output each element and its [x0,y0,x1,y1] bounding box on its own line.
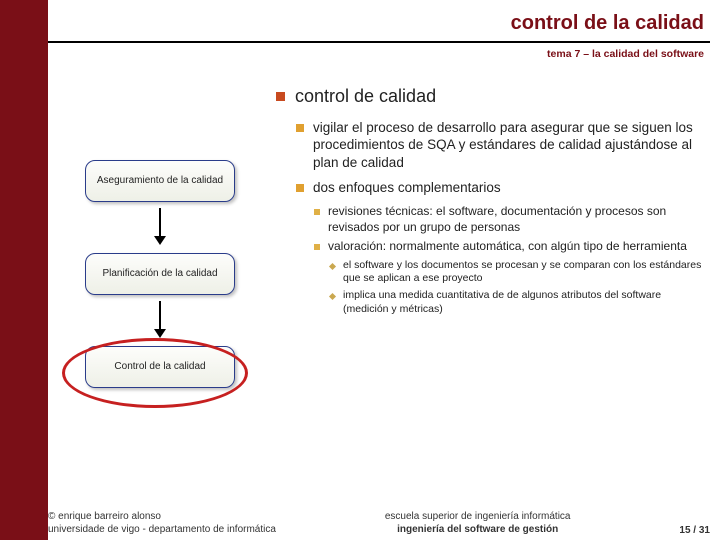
text-column: control de calidad vigilar el proceso de… [276,86,708,319]
flow-diagram: Aseguramiento de la calidad Planificació… [66,160,254,388]
bullet-square-icon [314,209,320,215]
bullet-square-icon [276,92,285,101]
sub-bullet-item: valoración: normalmente automática, con … [314,239,708,255]
program-line: ingeniería del software de gestión [385,524,571,537]
sub-bullet-item: revisiones técnicas: el software, docume… [314,204,708,235]
section-heading: control de calidad [276,86,708,107]
page-number: 15 / 31 [679,525,710,536]
title-rule [48,41,710,43]
highlight-circle [62,338,248,408]
subsub-bullet-text: implica una medida cuantitativa de de al… [343,289,708,316]
bullet-diamond-icon [329,293,336,300]
bullet-item: dos enfoques complementarios [296,179,708,196]
subsub-bullet-text: el software y los documentos se procesan… [343,259,708,286]
content-area: Aseguramiento de la calidad Planificació… [66,86,708,492]
heading-text: control de calidad [295,86,436,107]
bullet-square-icon [314,244,320,250]
diagram-box-label: Planificación de la calidad [102,268,217,281]
sub-bullet-text: valoración: normalmente automática, con … [328,239,687,255]
footer: © enrique barreiro alonso universidade d… [48,511,710,536]
footer-left: © enrique barreiro alonso universidade d… [48,511,276,536]
bullet-text: vigilar el proceso de desarrollo para as… [313,119,708,171]
copyright-line: © enrique barreiro alonso [48,511,276,524]
diagram-box: Planificación de la calidad [85,253,235,295]
bullet-diamond-icon [329,263,336,270]
bullet-square-icon [296,124,304,132]
sub-bullet-text: revisiones técnicas: el software, docume… [328,204,708,235]
header: control de la calidad tema 7 – la calida… [48,8,710,62]
left-brand-bar [0,0,48,540]
subsub-bullet-item: el software y los documentos se procesan… [330,259,708,286]
bullet-text: dos enfoques complementarios [313,179,501,196]
bullet-square-icon [296,184,304,192]
school-line: escuela superior de ingeniería informáti… [385,511,571,524]
subsub-bullet-item: implica una medida cuantitativa de de al… [330,289,708,316]
footer-center: escuela superior de ingeniería informáti… [385,511,571,536]
bullet-item: vigilar el proceso de desarrollo para as… [296,119,708,171]
diagram-box-label: Aseguramiento de la calidad [97,175,223,188]
slide-title: control de la calidad [48,8,710,41]
arrow-down-icon [154,208,166,245]
diagram-box: Aseguramiento de la calidad [85,160,235,202]
slide-subtitle: tema 7 – la calidad del software [48,46,710,62]
arrow-down-icon [154,301,166,338]
affiliation-line: universidade de vigo - departamento de i… [48,524,276,537]
